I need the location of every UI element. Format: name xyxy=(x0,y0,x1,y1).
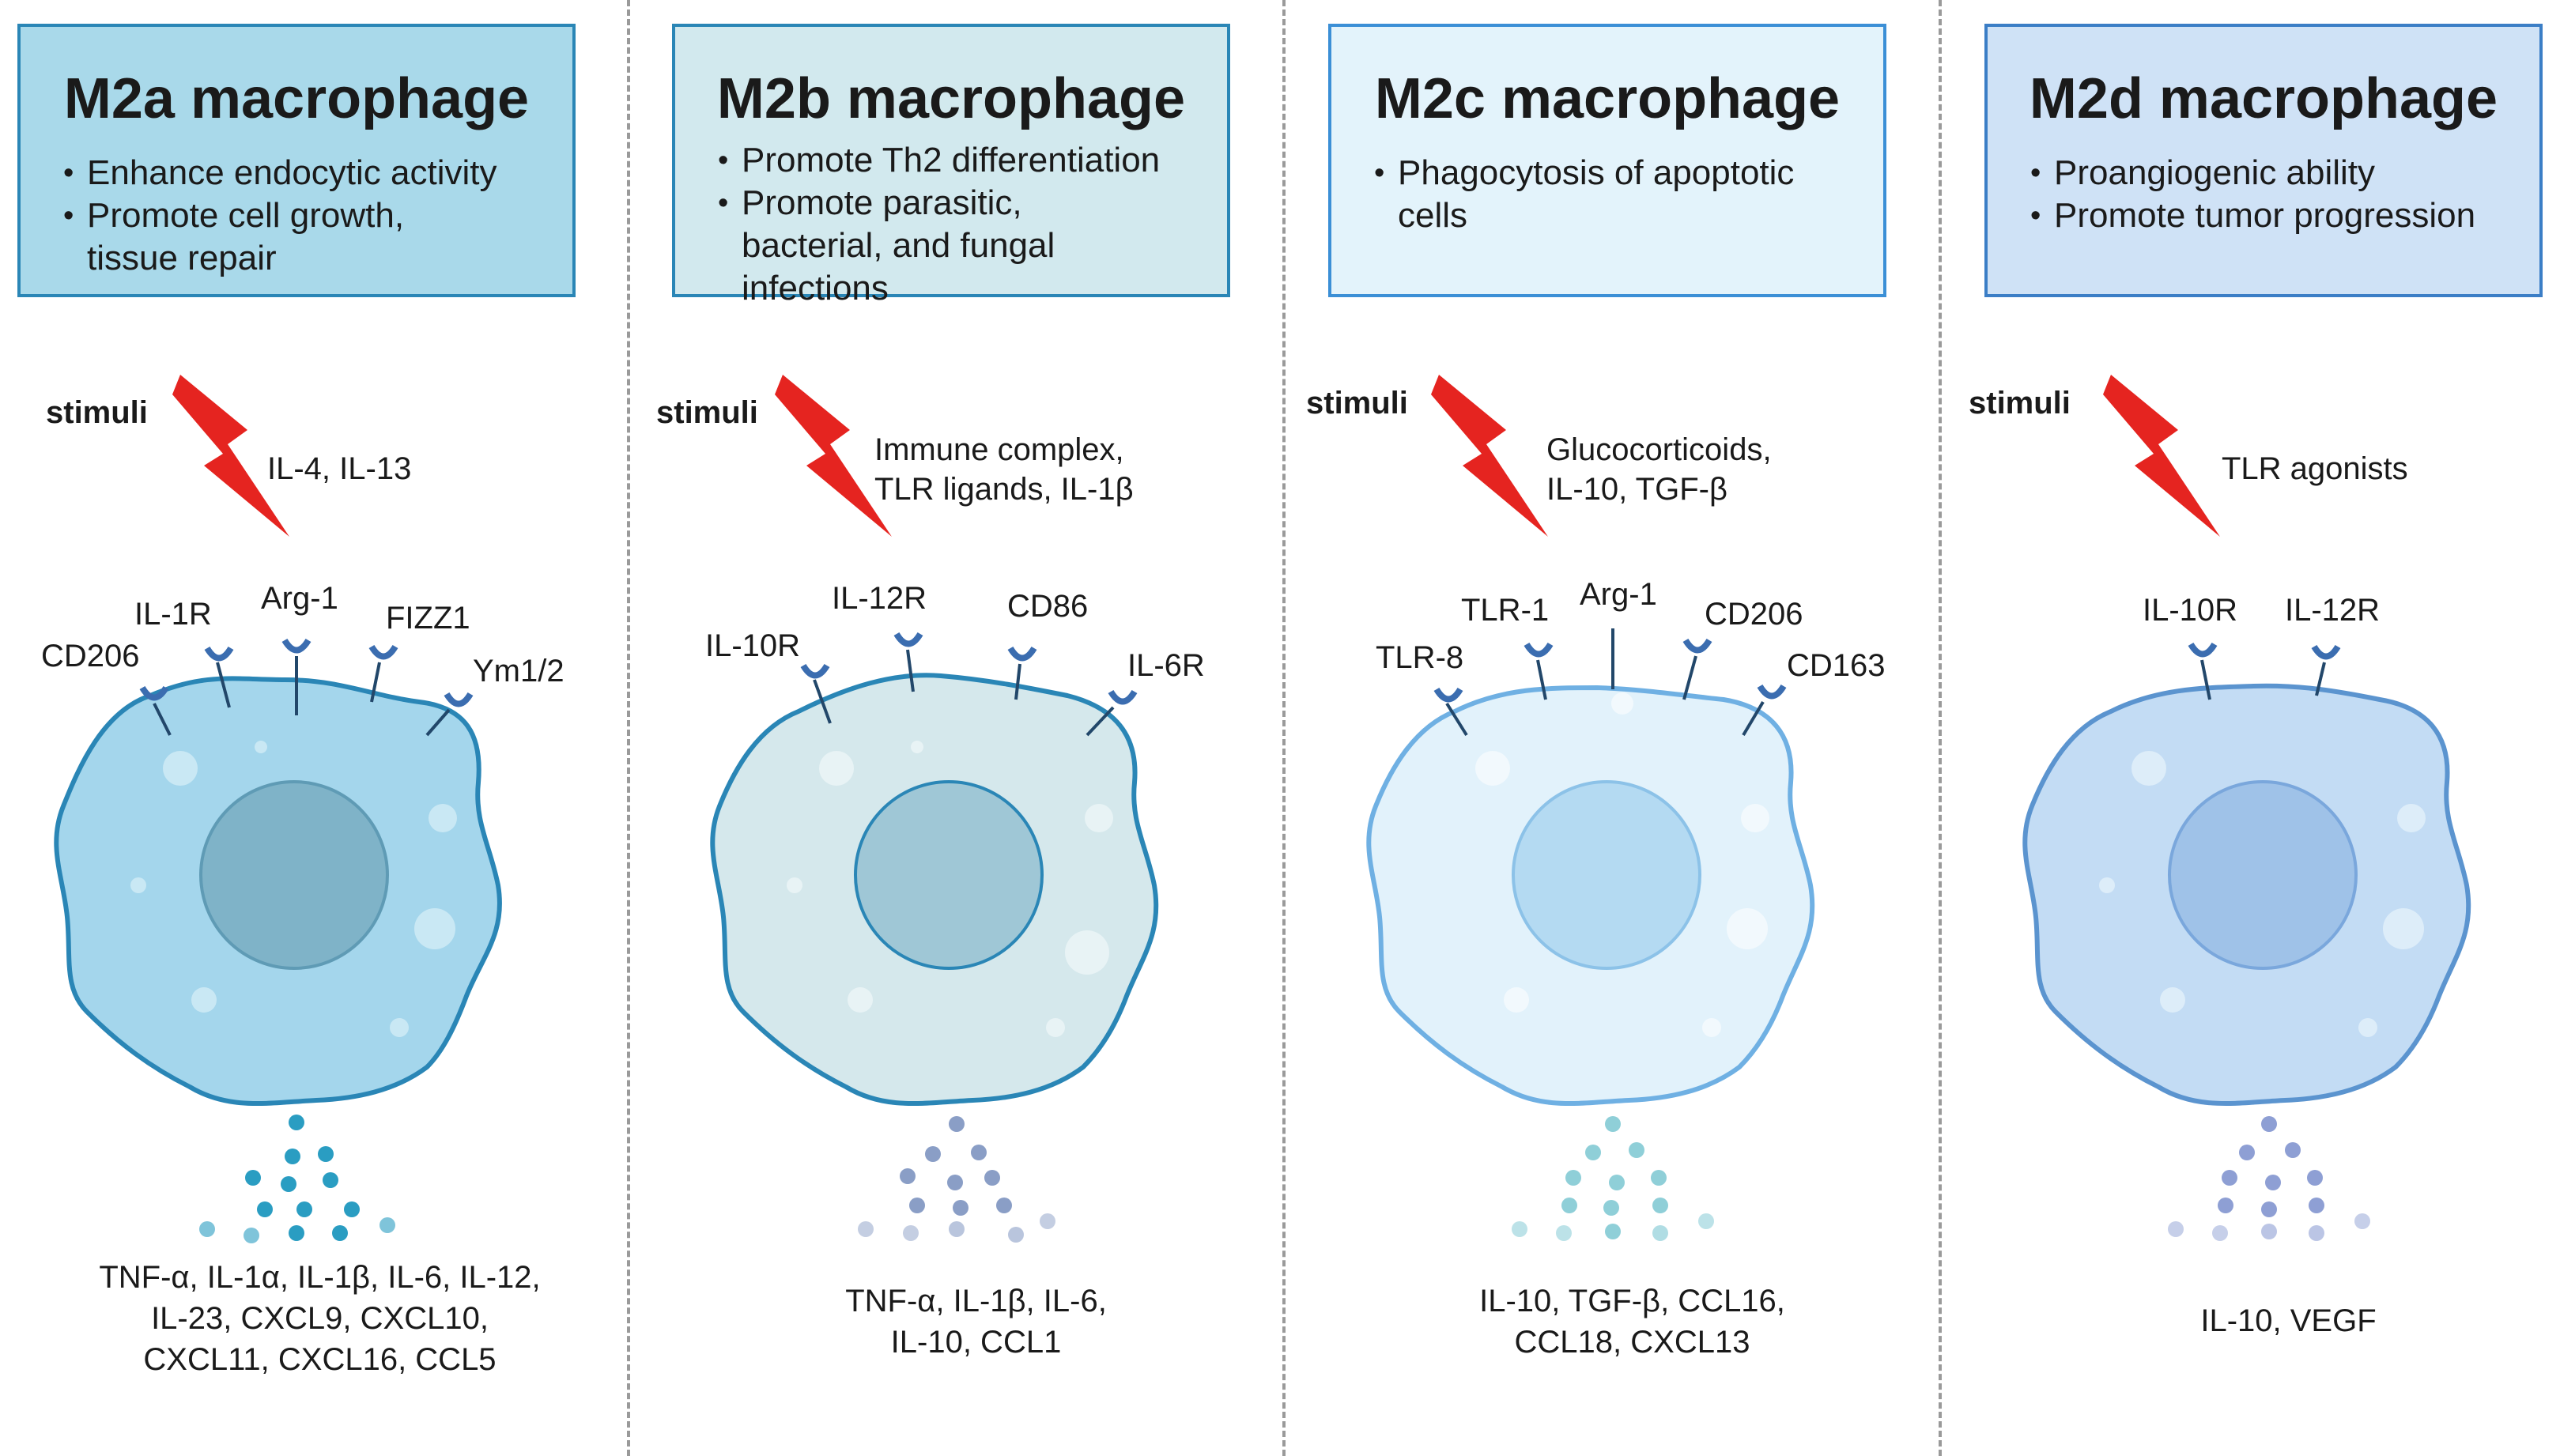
receptor-label: CD206 xyxy=(1705,597,1803,632)
stimuli-text: Immune complex, TLR ligands, IL-1β xyxy=(874,430,1134,509)
function-list: Phagocytosis of apoptotic cells xyxy=(1331,152,1883,237)
function-item: Proangiogenic ability xyxy=(2030,152,2539,194)
title-box: M2b macrophage Promote Th2 differentiati… xyxy=(672,24,1230,307)
stimuli-line: IL-10, TGF-β xyxy=(1546,472,1727,507)
lightning-bolt-icon xyxy=(1431,375,1548,537)
stimuli-text: IL-4, IL-13 xyxy=(267,449,411,488)
stimuli-text: Glucocorticoids, IL-10, TGF-β xyxy=(1546,430,1772,509)
secreted-line: TNF-α, IL-1β, IL-6, xyxy=(845,1284,1107,1318)
panel-title: M2a macrophage xyxy=(63,67,530,130)
lightning-bolt-icon xyxy=(2103,375,2220,537)
secretion-dots xyxy=(199,1115,395,1243)
receptor-label: TLR-1 xyxy=(1461,593,1549,628)
stimuli-label: stimuli xyxy=(1306,386,1408,421)
receptor-label: IL-10R xyxy=(705,628,800,663)
macrophage-cell: CD206 IL-1R Arg-1 FIZZ1 Ym1/2 xyxy=(41,581,564,1243)
title-box: M2c macrophage Phagocytosis of apoptotic… xyxy=(1328,24,1886,297)
lightning-bolt-icon xyxy=(775,375,892,537)
function-item: Promote Th2 differentiation xyxy=(718,139,1227,182)
secretion-dots xyxy=(1512,1116,1714,1241)
function-item-continued: bacterial, and fungal xyxy=(742,226,1055,265)
stimuli-line: Immune complex, xyxy=(874,432,1124,467)
function-item: Promote parasitic, xyxy=(718,182,1227,224)
receptor-label: Ym1/2 xyxy=(473,654,564,688)
nucleus xyxy=(2168,780,2358,970)
stimuli-label: stimuli xyxy=(1969,386,2071,421)
secretion-dots xyxy=(858,1116,1055,1243)
secreted-line: IL-23, CXCL9, CXCL10, xyxy=(151,1301,489,1336)
stimuli-line: IL-4, IL-13 xyxy=(267,451,412,486)
secretion-dots xyxy=(2168,1116,2370,1241)
receptor-label: Arg-1 xyxy=(1580,577,1657,612)
secreted-line: CXCL11, CXCL16, CCL5 xyxy=(143,1342,497,1377)
function-list: Promote Th2 differentiation Promote para… xyxy=(675,139,1227,310)
macrophage-cell: IL-10R IL-12R CD86 IL-6R xyxy=(705,581,1205,1243)
stimuli-text: TLR agonists xyxy=(2222,449,2408,488)
secreted-factors: IL-10, VEGF xyxy=(1969,1300,2560,1341)
receptor-label: CD86 xyxy=(1007,589,1088,624)
stimuli-line: TLR agonists xyxy=(2222,451,2408,486)
panel-m2d: M2d macrophage Proangiogenic ability Pro… xyxy=(1969,0,2560,1456)
function-list: Proangiogenic ability Promote tumor prog… xyxy=(1988,152,2539,237)
stimuli-line: Glucocorticoids, xyxy=(1546,432,1772,467)
secreted-factors: TNF-α, IL-1β, IL-6, IL-10, CCL1 xyxy=(656,1281,1296,1363)
panel-m2c: M2c macrophage Phagocytosis of apoptotic… xyxy=(1306,0,1952,1456)
function-item-continued: infections xyxy=(742,269,889,307)
secreted-line: IL-10, CCL1 xyxy=(890,1325,1062,1360)
panel-m2b: M2b macrophage Promote Th2 differentiati… xyxy=(656,0,1296,1456)
function-item-continued: tissue repair xyxy=(87,239,277,277)
receptor-label: Arg-1 xyxy=(261,581,338,616)
receptor-label: FIZZ1 xyxy=(386,601,470,636)
function-item: Promote cell growth, xyxy=(63,194,572,237)
secreted-line: CCL18, CXCL13 xyxy=(1514,1325,1750,1360)
receptor-label: IL-1R xyxy=(134,597,212,632)
panel-divider xyxy=(1282,0,1286,1456)
macrophage-cell: IL-10R IL-12R xyxy=(2022,593,2471,1241)
receptor-label: IL-10R xyxy=(2143,593,2237,628)
panel-title: M2d macrophage xyxy=(2029,67,2498,130)
stimuli-line: TLR ligands, IL-1β xyxy=(874,472,1134,507)
receptor-label: IL-6R xyxy=(1127,648,1205,683)
function-item: Enhance endocytic activity xyxy=(63,152,572,194)
stimuli-label: stimuli xyxy=(46,395,148,430)
panel-divider xyxy=(627,0,630,1456)
secreted-line: IL-10, VEGF xyxy=(2200,1303,2377,1338)
secreted-line: TNF-α, IL-1α, IL-1β, IL-6, IL-12, xyxy=(99,1260,541,1295)
secreted-factors: TNF-α, IL-1α, IL-1β, IL-6, IL-12, IL-23,… xyxy=(0,1257,640,1380)
function-item: Phagocytosis of apoptotic xyxy=(1374,152,1883,194)
nucleus xyxy=(1512,780,1701,970)
receptor-label: TLR-8 xyxy=(1376,640,1463,675)
function-item: Promote tumor progression xyxy=(2030,194,2539,237)
secreted-factors: IL-10, TGF-β, CCL16, CCL18, CXCL13 xyxy=(1312,1281,1952,1363)
title-box: M2d macrophage Proangiogenic ability Pro… xyxy=(1984,24,2543,297)
function-list: Enhance endocytic activity Promote cell … xyxy=(21,152,572,280)
receptor-label: CD163 xyxy=(1787,648,1886,683)
panel-title: M2b macrophage xyxy=(716,67,1186,130)
function-item-continued: cells xyxy=(1398,196,1468,235)
title-box: M2a macrophage Enhance endocytic activit… xyxy=(17,24,576,297)
secreted-line: IL-10, TGF-β, CCL16, xyxy=(1479,1284,1785,1318)
receptor-label: IL-12R xyxy=(832,581,927,616)
receptor-label: CD206 xyxy=(41,639,140,673)
panel-m2a: M2a macrophage Enhance endocytic activit… xyxy=(0,0,640,1456)
receptor-label: IL-12R xyxy=(2285,593,2380,628)
stimuli-label: stimuli xyxy=(656,395,758,430)
macrophage-cell: TLR-8 TLR-1 Arg-1 CD206 CD163 xyxy=(1366,577,1886,1241)
panel-title: M2c macrophage xyxy=(1374,67,1841,130)
lightning-bolt-icon xyxy=(172,375,289,537)
nucleus xyxy=(854,780,1044,970)
panel-divider xyxy=(1939,0,1942,1456)
nucleus xyxy=(199,780,389,970)
